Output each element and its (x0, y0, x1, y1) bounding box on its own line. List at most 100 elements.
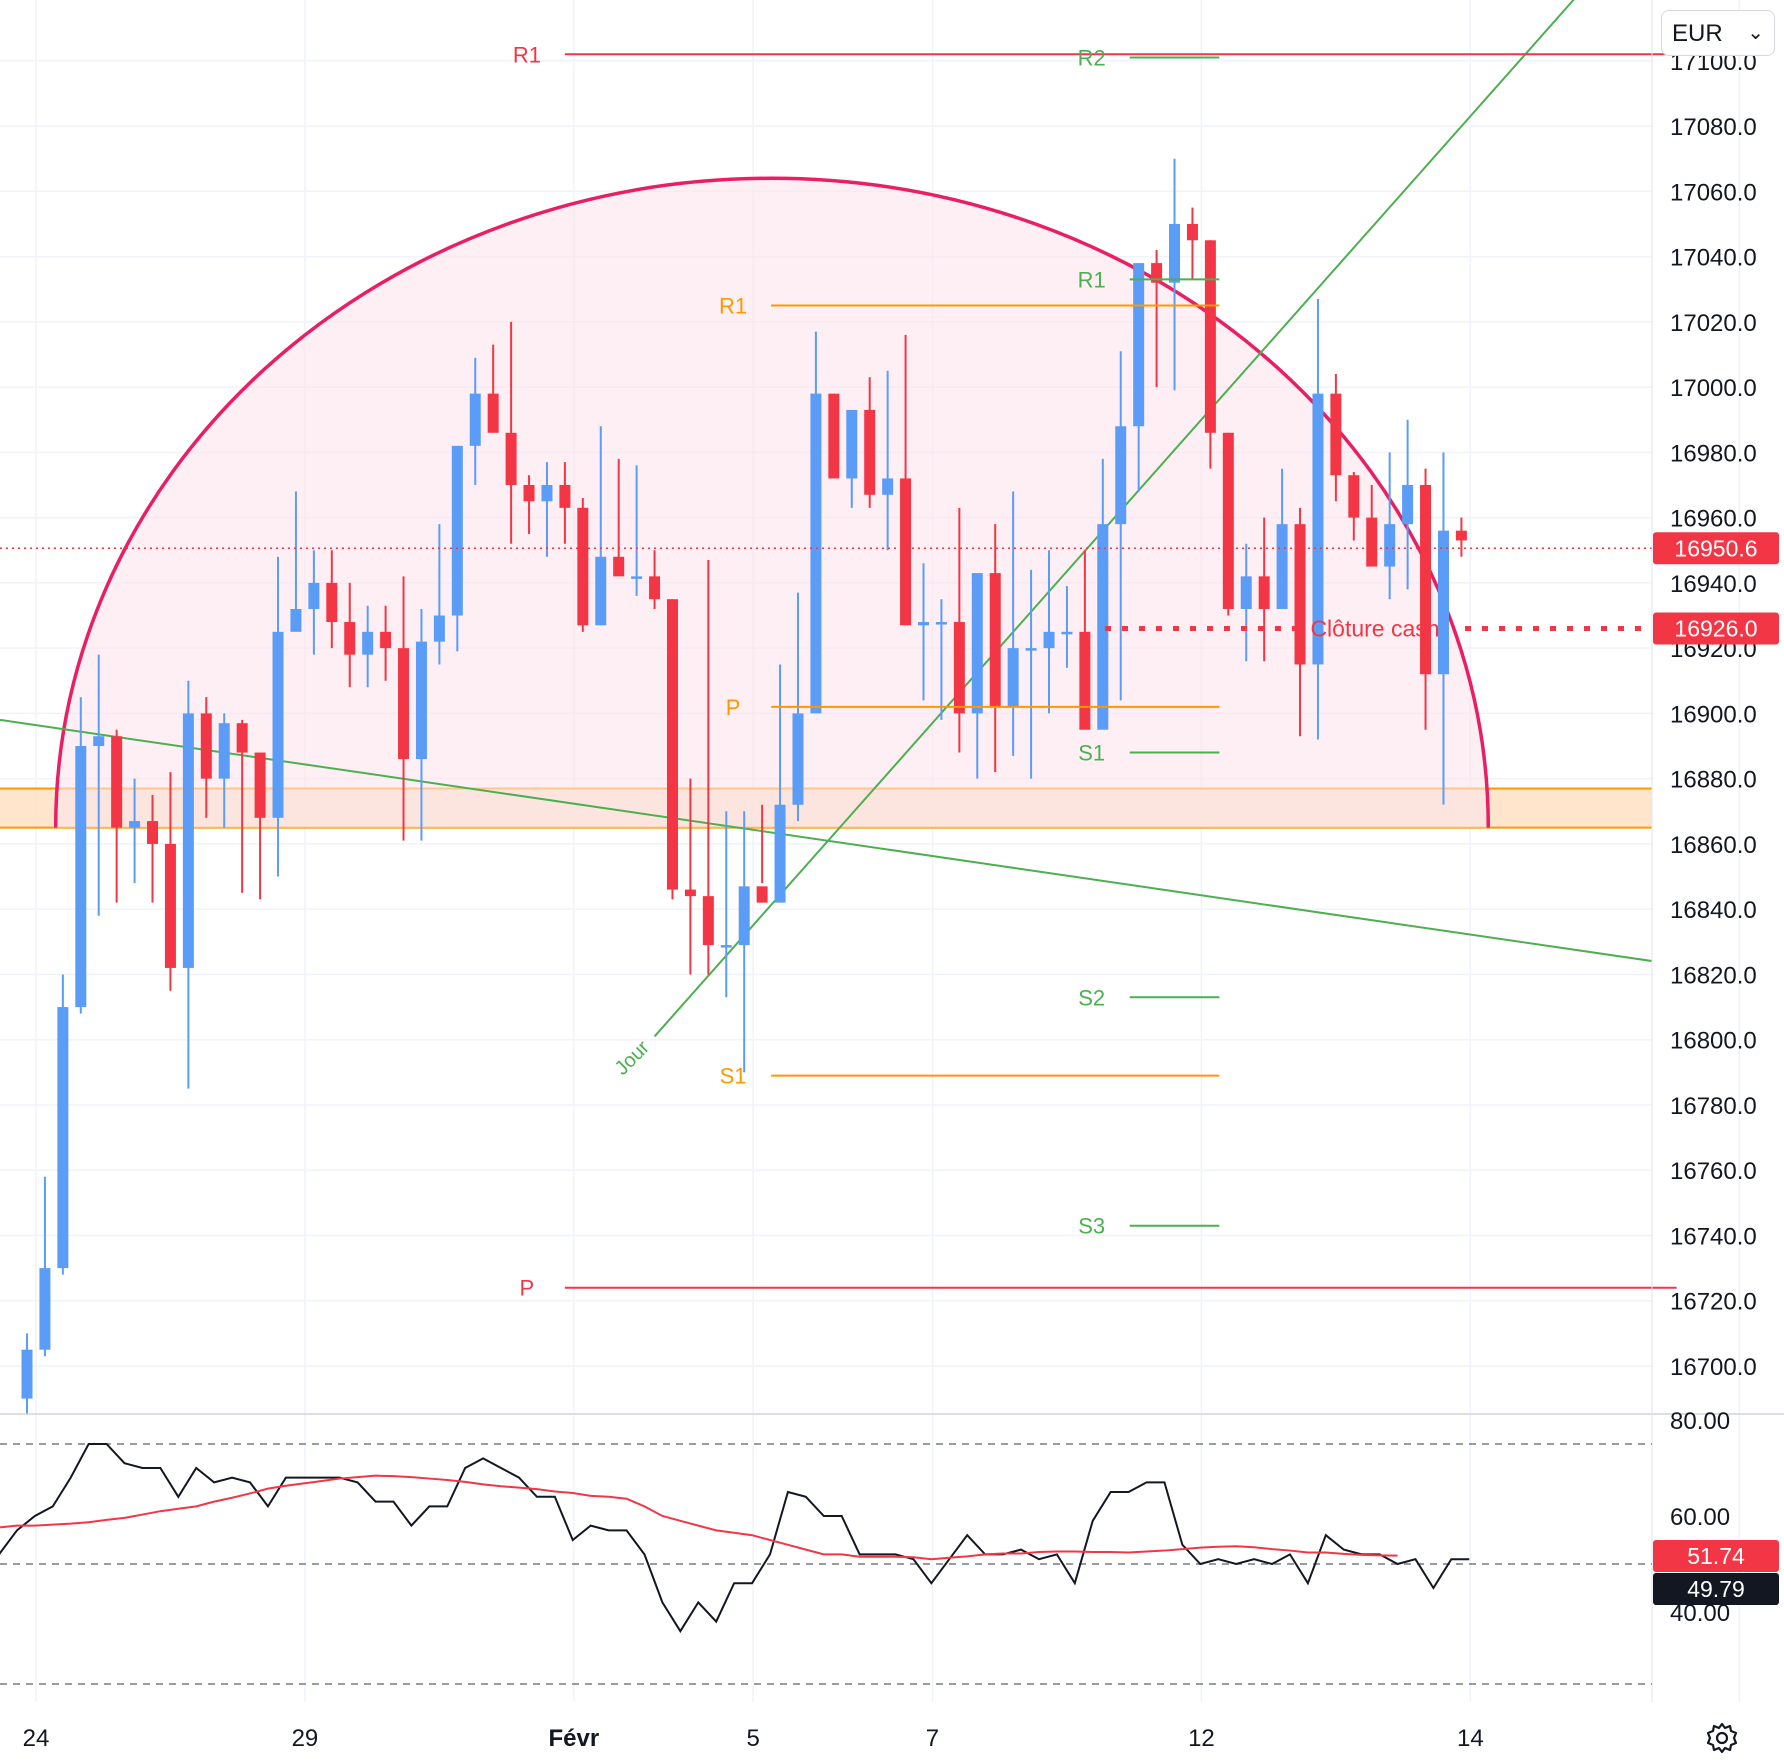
close-cash-label: Clôture cash (1310, 616, 1439, 642)
candle-body (398, 648, 410, 760)
price-tick-label: 16960.0 (1670, 506, 1757, 533)
price-tick-label: 16880.0 (1670, 767, 1757, 794)
price-tick-label: 16720.0 (1670, 1289, 1757, 1316)
candle-body (308, 582, 320, 609)
candle-body (756, 886, 768, 903)
candle-body (1097, 524, 1109, 730)
candle-body (1384, 524, 1396, 567)
pivot-label: S3 (1078, 1214, 1105, 1239)
time-tick-label: 12 (1188, 1725, 1215, 1752)
candle-body (415, 641, 427, 760)
time-tick-label: 29 (292, 1725, 319, 1752)
gear-icon[interactable] (1704, 1720, 1740, 1756)
candle-body (1312, 393, 1324, 665)
trendline-label: Jour (611, 1036, 654, 1079)
candle-body (900, 478, 912, 626)
price-tick-label: 16700.0 (1670, 1354, 1757, 1381)
candle-body (469, 393, 481, 446)
candle-body (1079, 631, 1091, 730)
uptrend-line (653, 0, 1575, 1038)
candle-body (182, 713, 194, 968)
candle-body (1061, 631, 1073, 635)
candle-body (828, 393, 840, 479)
last-price-tag-bg (1653, 532, 1779, 565)
candle-body (864, 409, 876, 495)
candle-body (918, 622, 929, 626)
candle-body (595, 556, 607, 626)
price-tick-label: 17060.0 (1670, 179, 1757, 206)
candle-body (559, 484, 571, 508)
candle-body (236, 723, 248, 753)
candle-body (846, 409, 858, 479)
price-tick-label: 17040.0 (1670, 245, 1757, 272)
candle-body (344, 622, 356, 655)
candle-body (577, 507, 589, 626)
candle-body (487, 393, 499, 433)
rsi-tick-label: 60.00 (1670, 1504, 1730, 1531)
candle-body (1133, 263, 1145, 427)
candle-body (1455, 530, 1467, 541)
candle-body (1420, 484, 1432, 675)
candle-body (129, 821, 141, 828)
dome-curve (53, 176, 1491, 828)
pivot-levels: R1 P R2 R1 S1 S2 S3 R1 P S1 (513, 42, 1677, 1301)
candle-body (613, 556, 625, 577)
rsi-signal-line (0, 1474, 1398, 1561)
rsi-tag-bg (1653, 1540, 1779, 1572)
price-tick-label: 16980.0 (1670, 440, 1757, 467)
candle-body (1437, 530, 1449, 675)
candle-body (93, 736, 105, 747)
time-tick-label: 5 (746, 1725, 759, 1752)
candle-body (380, 631, 392, 649)
candle-body (631, 576, 643, 579)
pivot-label: P (726, 695, 741, 720)
price-axis: 16700.0 16720.0 16740.0 16760.0 16780.0 16800… (1670, 49, 1757, 1381)
candle-body (433, 615, 445, 642)
time-tick-label: 14 (1457, 1725, 1484, 1752)
price-tick-label: 17020.0 (1670, 310, 1757, 337)
candle-body (666, 599, 678, 890)
time-tick-label: 7 (926, 1725, 939, 1752)
candle-body (39, 1268, 51, 1350)
candle-body (882, 478, 894, 495)
candle-body (1007, 648, 1019, 707)
candle-body (738, 886, 750, 946)
candle-body (1204, 240, 1216, 433)
price-tick-label: 16740.0 (1670, 1223, 1757, 1250)
candle-body (451, 445, 463, 616)
candle-body (684, 889, 696, 897)
candle-body (1115, 426, 1127, 525)
candle-body (541, 484, 553, 502)
rsi-tick-label: 80.00 (1670, 1408, 1730, 1435)
candle-body (1294, 524, 1306, 665)
price-tick-label: 17080.0 (1670, 114, 1757, 141)
candle-body (953, 622, 965, 714)
price-tick-label: 16780.0 (1670, 1093, 1757, 1120)
candle-body (1366, 517, 1378, 567)
candle-body (792, 713, 804, 805)
candle-body (1186, 223, 1198, 241)
price-tick-label: 16900.0 (1670, 701, 1757, 728)
candle-body (272, 631, 284, 818)
candle-body (702, 896, 714, 946)
candle-body (75, 746, 87, 1008)
time-tick-label: 24 (23, 1725, 50, 1752)
pivot-label: S1 (720, 1064, 747, 1089)
candle-body (254, 752, 266, 818)
candle-body (21, 1349, 33, 1399)
price-tick-label: 17000.0 (1670, 375, 1757, 402)
currency-select[interactable]: EUR ⌄ (1661, 10, 1775, 56)
candle-body (326, 582, 338, 623)
candle-body (362, 631, 374, 655)
candle-body (1222, 432, 1234, 609)
rsi-last-value: 49.79 (1687, 1576, 1745, 1602)
candle-body (57, 1007, 69, 1269)
candle-body (1151, 263, 1163, 283)
chevron-down-icon: ⌄ (1747, 22, 1764, 44)
candle-body (1276, 524, 1288, 609)
price-tick-label: 16760.0 (1670, 1158, 1757, 1185)
candle-body (1043, 631, 1055, 649)
candle-body (111, 736, 123, 828)
